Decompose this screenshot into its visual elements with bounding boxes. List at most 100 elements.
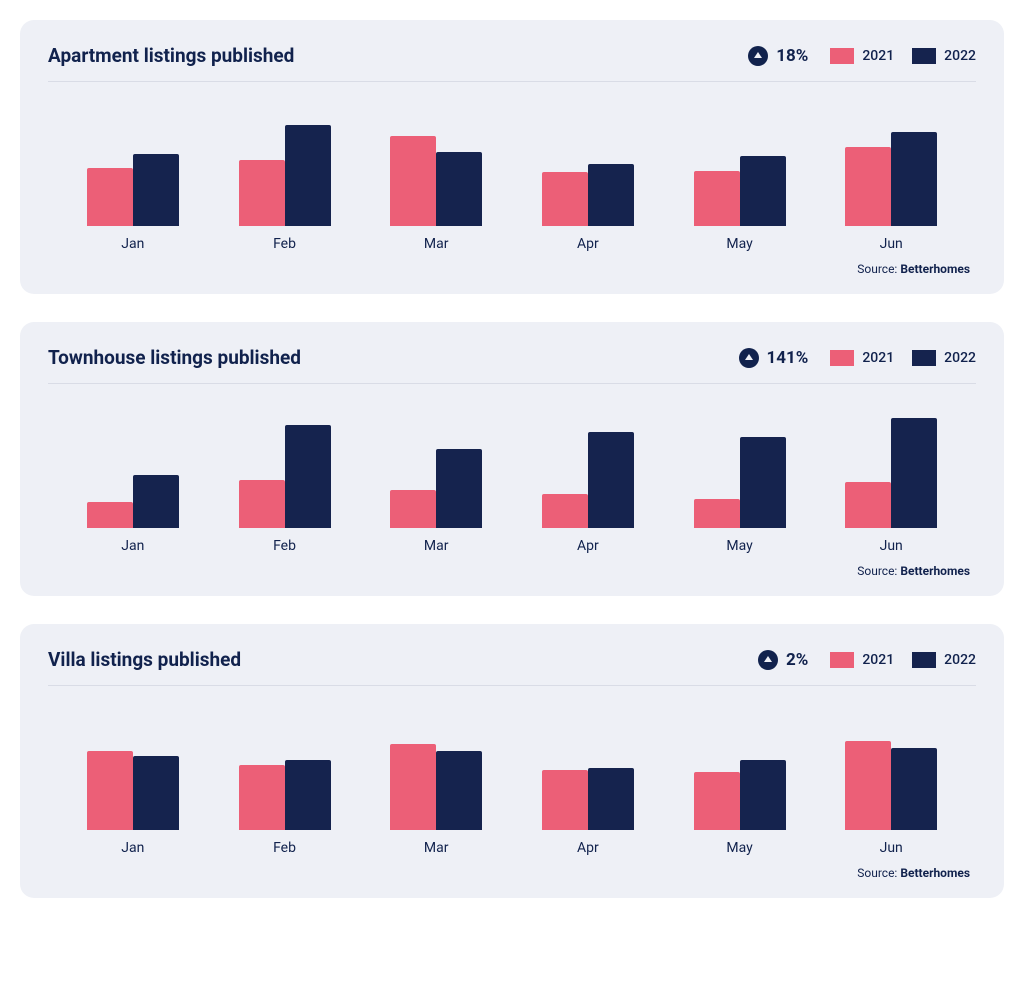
bar-2022 [740,437,786,528]
bars [390,710,482,830]
arrow-up-circle-icon [739,348,759,368]
bar-2022 [588,432,634,528]
legend: 2021 2022 [830,350,976,366]
bar-group: Apr [517,408,659,554]
bar-group: Jun [820,408,962,554]
bar-2022 [891,132,937,226]
bar-2021 [845,741,891,830]
chart-panel: Townhouse listings published141%20212022… [20,322,1004,596]
category-label: May [726,840,752,856]
bar-group: Apr [517,106,659,252]
category-label: Jan [121,236,144,252]
category-label: Feb [273,538,296,554]
arrow-up-circle-icon [748,46,768,66]
pct-change: 141% [739,348,809,368]
legend-item-2021: 2021 [830,350,894,366]
pct-change: 18% [748,46,808,66]
category-label: Jan [121,840,144,856]
bar-chart: JanFebMarAprMayJun [48,384,976,554]
bar-2022 [891,748,937,830]
bar-2021 [694,772,740,830]
bar-2021 [87,751,133,830]
bar-2021 [239,480,285,528]
bar-2021 [390,136,436,226]
bar-2021 [694,499,740,528]
legend-swatch [912,48,936,64]
bars [542,408,634,528]
bars [694,710,786,830]
bar-group: Feb [214,408,356,554]
source-attribution: Source: Betterhomes [48,564,976,578]
bar-2021 [845,482,891,528]
source-attribution: Source: Betterhomes [48,866,976,880]
bar-group: May [669,106,811,252]
bar-2022 [436,751,482,830]
category-label: Jun [880,840,903,856]
source-attribution: Source: Betterhomes [48,262,976,276]
pct-change: 2% [758,650,808,670]
panel-header: Villa listings published 2% 20212022 [48,648,976,686]
bars [542,106,634,226]
bar-2022 [588,164,634,226]
bars [694,106,786,226]
legend-item-2022: 2022 [912,48,976,64]
bar-2021 [87,168,133,226]
bar-2022 [285,125,331,226]
bar-2021 [845,147,891,226]
legend-label: 2021 [862,48,894,64]
bar-2021 [542,172,588,226]
bar-2021 [694,171,740,226]
category-label: Feb [273,236,296,252]
legend-item-2022: 2022 [912,350,976,366]
bars [239,106,331,226]
legend: 2021 2022 [830,48,976,64]
bars [87,106,179,226]
legend-item-2021: 2021 [830,48,894,64]
legend-swatch [830,350,854,366]
bar-2022 [285,760,331,830]
bars [694,408,786,528]
panel-header-right: 18% 2021 2022 [748,46,976,66]
bar-group: Jan [62,106,204,252]
bars [239,408,331,528]
chart-panel: Villa listings published 2% 20212022 Jan Feb… [20,624,1004,898]
bar-2022 [133,756,179,830]
bar-group: Jan [62,710,204,856]
panel-header-right: 2% 20212022 [758,650,976,670]
bar-2022 [891,418,937,528]
category-label: Mar [424,236,449,252]
bars [542,710,634,830]
category-label: Mar [424,538,449,554]
bar-chart: JanFebMarAprMayJun [48,82,976,252]
bars [845,408,937,528]
bars [87,710,179,830]
category-label: Feb [273,840,296,856]
legend-swatch [912,350,936,366]
bar-2022 [436,449,482,528]
legend: 20212022 [830,652,976,668]
bar-2022 [133,475,179,528]
panel-title: Villa listings published [48,648,241,671]
bar-group: Jun [820,710,962,856]
bars [87,408,179,528]
category-label: Jun [880,538,903,554]
bar-group: May [669,408,811,554]
legend-label: 2021 [862,652,894,668]
source-prefix: Source: [857,564,900,578]
bar-group: Feb [214,106,356,252]
category-label: Apr [577,840,599,856]
legend-swatch [830,652,854,668]
bar-2022 [740,760,786,830]
source-prefix: Source: [857,866,900,880]
bar-2021 [390,490,436,528]
bar-group: Apr [517,710,659,856]
bar-group: May [669,710,811,856]
pct-value: 18% [776,46,808,66]
panel-header: Apartment listings published18%20212022 [48,44,976,82]
bar-2021 [239,765,285,830]
source-name: Betterhomes [900,564,970,578]
legend-item-2021: 2021 [830,652,894,668]
pct-value: 141% [767,348,809,368]
panel-header-right: 141% 2021 2022 [739,348,976,368]
legend-label: 2022 [944,48,976,64]
